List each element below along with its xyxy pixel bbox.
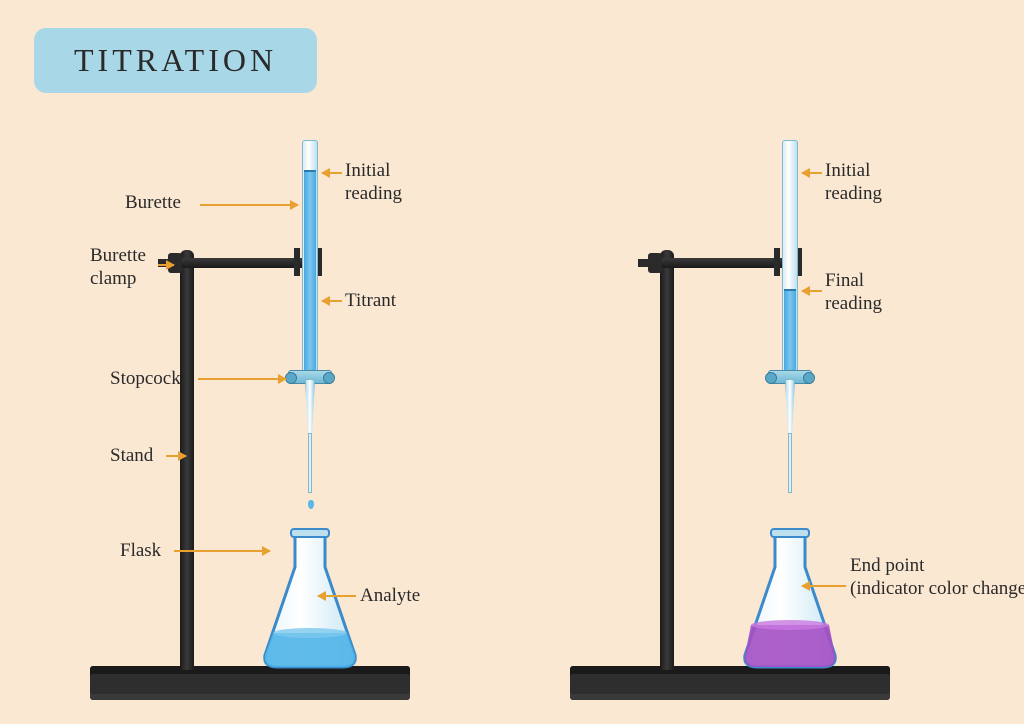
- titrant-liquid: [784, 289, 796, 379]
- arrow-icon: [200, 204, 298, 206]
- arrow-icon: [158, 264, 174, 266]
- arrow-icon: [322, 300, 342, 302]
- arrow-icon: [318, 595, 356, 597]
- arrow-icon: [802, 290, 822, 292]
- titration-setup-after: Initialreading Finalreading End point(in…: [550, 140, 970, 700]
- arrow-icon: [174, 550, 270, 552]
- erlenmeyer-flask: [735, 527, 845, 672]
- burette-tip: [305, 379, 315, 434]
- drip-tube: [308, 433, 312, 493]
- label-final-reading: Finalreading: [825, 270, 882, 316]
- titration-setup-before: Burette Initialreading Buretteclamp Titr…: [70, 140, 490, 700]
- label-stand: Stand: [110, 445, 153, 468]
- label-burette-clamp: Buretteclamp: [90, 245, 146, 291]
- burette: [302, 140, 318, 380]
- label-burette: Burette: [125, 192, 181, 215]
- burette: [782, 140, 798, 380]
- label-stopcock: Stopcock: [110, 368, 181, 391]
- arrow-icon: [802, 585, 846, 587]
- label-initial-reading: Initialreading: [345, 160, 402, 206]
- label-flask: Flask: [120, 540, 161, 563]
- erlenmeyer-flask: [255, 527, 365, 672]
- label-titrant: Titrant: [345, 290, 396, 313]
- clamp-knob: [648, 253, 662, 273]
- drip-tube: [788, 433, 792, 493]
- arrow-icon: [198, 378, 286, 380]
- arrow-icon: [322, 172, 342, 174]
- titrant-liquid: [304, 170, 316, 379]
- burette-tip: [785, 379, 795, 434]
- stand-pole: [660, 250, 674, 670]
- arrow-icon: [802, 172, 822, 174]
- drop-icon: [308, 500, 314, 509]
- label-end-point: End point(indicator color change): [850, 555, 1024, 601]
- arrow-icon: [166, 455, 186, 457]
- label-analyte: Analyte: [360, 585, 420, 608]
- title-badge: TITRATION: [34, 28, 317, 93]
- label-initial-reading: Initialreading: [825, 160, 882, 206]
